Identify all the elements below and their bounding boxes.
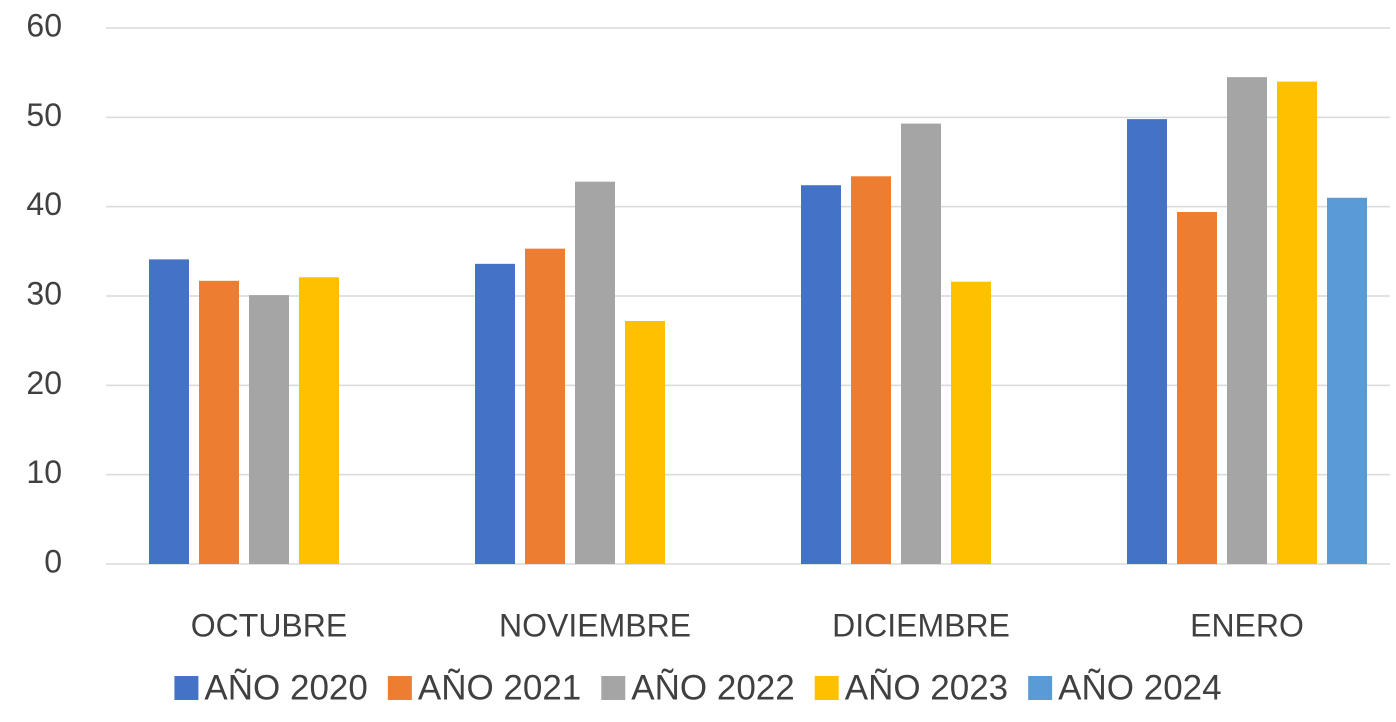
y-tick-label: 50 xyxy=(26,97,62,133)
y-tick-label: 20 xyxy=(26,365,62,401)
legend-swatch xyxy=(814,676,839,700)
bar xyxy=(851,176,891,564)
bar xyxy=(249,295,289,564)
bar xyxy=(199,280,239,564)
x-tick-label: ENERO xyxy=(1190,607,1304,643)
bar xyxy=(1127,119,1167,565)
x-tick-label: OCTUBRE xyxy=(191,607,347,643)
legend-swatch xyxy=(387,676,412,700)
bar xyxy=(801,185,841,564)
bar xyxy=(1177,212,1217,564)
x-tick-label: DICIEMBRE xyxy=(832,607,1010,643)
bar xyxy=(149,259,189,564)
bar xyxy=(625,321,665,564)
bar xyxy=(525,248,565,565)
legend-label: AÑO 2021 xyxy=(418,668,581,707)
legend-swatch xyxy=(174,676,199,700)
bar xyxy=(299,277,339,564)
bar xyxy=(901,123,941,564)
y-tick-label: 30 xyxy=(26,275,62,311)
legend-swatch xyxy=(601,676,626,700)
legend-label: AÑO 2022 xyxy=(631,668,794,707)
legend-label: AÑO 2023 xyxy=(845,668,1008,707)
bar xyxy=(1277,81,1317,564)
y-tick-label: 40 xyxy=(26,186,62,222)
bar xyxy=(1327,197,1367,564)
x-tick-label: NOVIEMBRE xyxy=(499,607,691,643)
y-tick-label: 60 xyxy=(26,7,62,43)
legend-label: AÑO 2024 xyxy=(1058,668,1221,707)
bar xyxy=(475,263,515,564)
bar xyxy=(951,281,991,564)
bar xyxy=(1227,77,1267,564)
y-tick-label: 10 xyxy=(26,454,62,490)
legend-swatch xyxy=(1028,676,1053,700)
legend-label: AÑO 2020 xyxy=(204,668,367,707)
bar xyxy=(575,181,615,565)
y-tick-label: 0 xyxy=(44,543,62,579)
